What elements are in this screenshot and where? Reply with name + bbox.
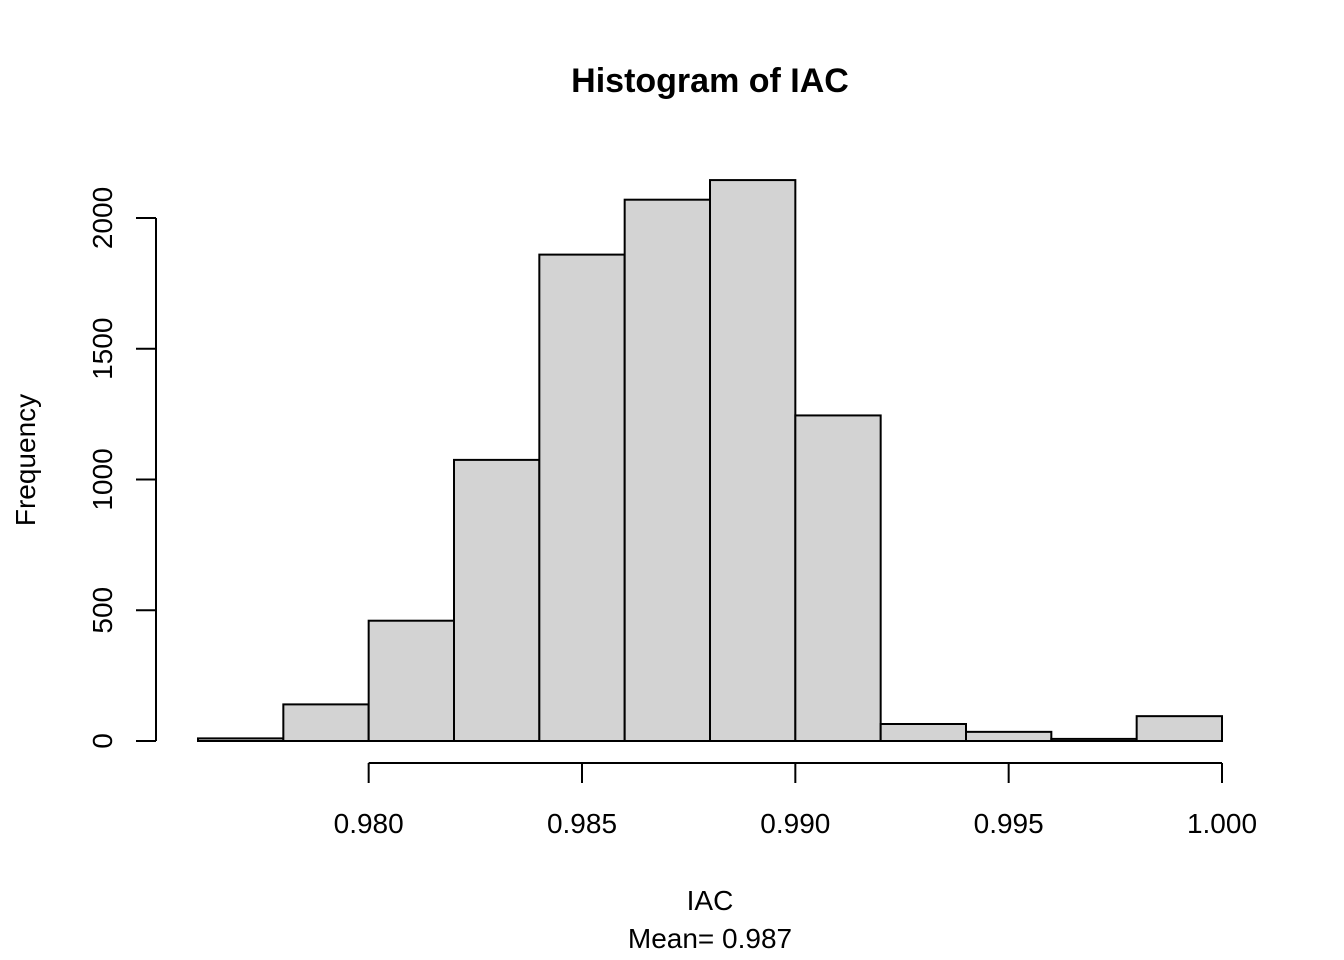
y-tick-label: 0: [87, 733, 118, 749]
histogram-bar: [623, 198, 712, 742]
y-tick-label: 2000: [87, 187, 118, 249]
histogram-bar: [965, 730, 1053, 742]
chart-title: Histogram of IAC: [571, 62, 849, 100]
histogram-bar: [709, 179, 797, 742]
x-tick-label: 0.995: [974, 808, 1044, 839]
y-axis: 0 500 1000 1500 2000: [87, 187, 157, 749]
histogram-bar: [197, 737, 285, 743]
bars-group: [197, 179, 1223, 743]
y-tick-label: 1000: [87, 448, 118, 510]
x-axis-subtitle: Mean= 0.987: [628, 923, 792, 954]
x-tick-label: 0.990: [760, 808, 830, 839]
histogram-bar: [879, 723, 968, 743]
histogram-bar: [453, 458, 541, 742]
histogram-bar: [538, 253, 626, 743]
histogram-bar: [282, 703, 370, 743]
histogram-bar: [794, 414, 882, 742]
histogram-bar: [1135, 715, 1223, 742]
histogram-bar: [1050, 737, 1138, 743]
x-axis: 0.980 0.985 0.990 0.995 1.000: [334, 762, 1257, 839]
x-tick-label: 0.985: [547, 808, 617, 839]
x-tick-label: 1.000: [1187, 808, 1257, 839]
y-tick-label: 500: [87, 587, 118, 634]
y-tick-label: 1500: [87, 318, 118, 380]
x-tick-label: 0.980: [334, 808, 404, 839]
histogram-bar: [367, 619, 455, 743]
x-axis-label: IAC: [687, 885, 734, 916]
y-axis-label: Frequency: [10, 394, 41, 526]
